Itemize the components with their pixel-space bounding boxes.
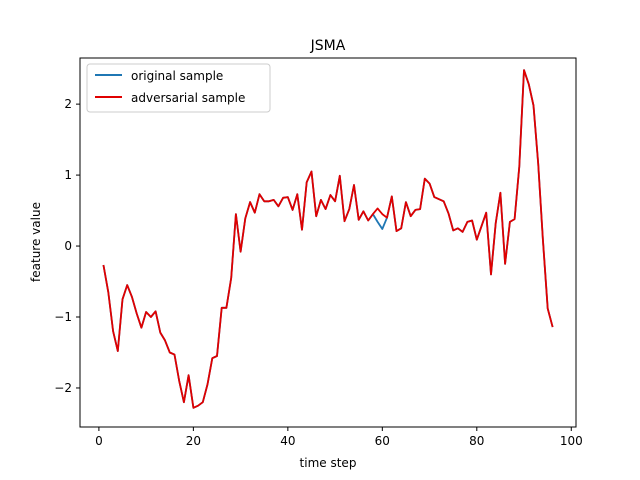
plot-area-frame	[79, 57, 577, 428]
x-tick-label: 0	[95, 434, 103, 448]
x-tick-label: 40	[280, 434, 295, 448]
y-axis-label: feature value	[29, 202, 43, 282]
legend: original sample adversarial sample	[86, 63, 271, 113]
x-tick-label: 100	[560, 434, 583, 448]
y-tick-label: 0	[64, 239, 72, 253]
x-axis-label: time step	[300, 456, 357, 470]
x-tick-label: 60	[375, 434, 390, 448]
x-tick-label: 80	[469, 434, 484, 448]
y-tick-label: 1	[64, 168, 72, 182]
x-axis-ticks: 0 20 40 60 80 100	[95, 427, 583, 448]
series-line-adversarial-sample	[102, 69, 554, 409]
y-tick-label: −2	[54, 381, 72, 395]
legend-label-adversarial-sample: adversarial sample	[131, 91, 245, 105]
y-tick-label: 2	[64, 97, 72, 111]
legend-box	[86, 63, 271, 113]
legend-label-original-sample: original sample	[131, 69, 223, 83]
chart-title: JSMA	[310, 38, 346, 54]
x-tick-label: 20	[186, 434, 201, 448]
y-axis-ticks: −2 −1 0 1 2	[54, 97, 80, 395]
series-lines	[102, 69, 554, 409]
y-tick-label: −1	[54, 310, 72, 324]
